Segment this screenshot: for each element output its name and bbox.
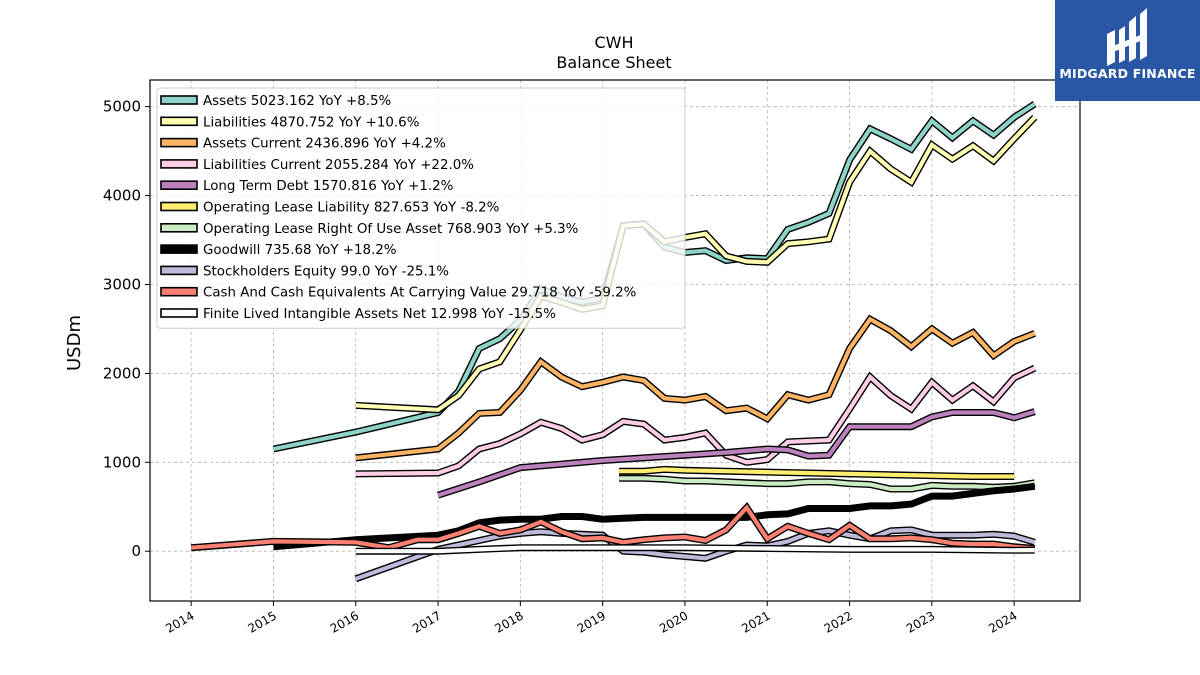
series-line bbox=[190, 501, 1035, 552]
series-line bbox=[273, 482, 1036, 551]
legend-entry: Assets Current 2436.896 YoY +4.2% bbox=[203, 137, 446, 152]
y-tick-label: 4000 bbox=[103, 187, 141, 205]
series-stroke bbox=[619, 467, 1015, 479]
series-stroke bbox=[437, 409, 1036, 498]
chart-title: CWH bbox=[594, 33, 633, 52]
legend-entry: Operating Lease Liability 827.653 YoY -8… bbox=[203, 201, 499, 216]
x-tick-label: 2017 bbox=[410, 608, 443, 635]
series-stroke bbox=[273, 484, 1035, 549]
series-stroke bbox=[273, 102, 1036, 452]
legend-swatch bbox=[160, 244, 198, 254]
logo-mark-icon bbox=[1107, 8, 1147, 66]
legend-swatch bbox=[160, 116, 198, 127]
x-tick-label: 2021 bbox=[739, 608, 772, 635]
legend-entry: Cash And Cash Equivalents At Carrying Va… bbox=[203, 286, 636, 301]
legend-swatch bbox=[160, 286, 198, 297]
y-tick-label: 5000 bbox=[103, 98, 141, 116]
x-tick-label: 2022 bbox=[822, 608, 855, 635]
series-line bbox=[355, 114, 1038, 414]
series-stroke bbox=[619, 476, 1036, 492]
y-axis-label: USDm bbox=[64, 315, 85, 371]
legend-entry: Finite Lived Intangible Assets Net 12.99… bbox=[203, 307, 556, 322]
x-tick-label: 2019 bbox=[575, 608, 608, 635]
x-tick-label: 2023 bbox=[904, 608, 937, 635]
legend-swatch bbox=[160, 180, 198, 190]
legend-swatch bbox=[160, 137, 198, 148]
legend-entry: Liabilities Current 2055.284 YoY +22.0% bbox=[203, 158, 474, 173]
series-stroke bbox=[355, 545, 1035, 554]
legend-box bbox=[156, 87, 686, 329]
x-tick-label: 2020 bbox=[657, 608, 690, 635]
legend-swatch bbox=[160, 265, 198, 276]
series-line bbox=[619, 465, 1015, 480]
series-line bbox=[437, 408, 1036, 499]
x-tick-label: 2016 bbox=[328, 608, 361, 635]
y-tick-label: 0 bbox=[131, 542, 141, 560]
series-stroke bbox=[355, 316, 1036, 460]
y-tick-label: 1000 bbox=[103, 453, 141, 471]
series-line bbox=[355, 544, 1035, 555]
series-lines bbox=[190, 101, 1038, 583]
legend-swatch bbox=[160, 308, 198, 318]
brand-logo: MIDGARD FINANCE bbox=[1055, 0, 1200, 101]
legend-swatch bbox=[160, 201, 198, 212]
legend-entry: Assets 5023.162 YoY +8.5% bbox=[203, 94, 391, 109]
x-tick-label: 2014 bbox=[163, 608, 196, 635]
x-tick-label: 2015 bbox=[245, 608, 278, 635]
chart-subtitle: Balance Sheet bbox=[556, 53, 671, 72]
series-line bbox=[272, 101, 1037, 453]
plot-frame bbox=[149, 79, 1081, 602]
series-stroke bbox=[191, 504, 1035, 551]
legend-entry: Operating Lease Right Of Use Asset 768.9… bbox=[203, 222, 578, 237]
legend-entry: Liabilities 4870.752 YoY +10.6% bbox=[203, 115, 419, 130]
series-stroke bbox=[355, 115, 1037, 412]
series-line bbox=[619, 474, 1036, 493]
legend-entry: Stockholders Equity 99.0 YoY -25.1% bbox=[203, 264, 449, 279]
x-tick-label: 2018 bbox=[492, 608, 525, 635]
y-tick-label: 3000 bbox=[103, 275, 141, 293]
legend: Assets 5023.162 YoY +8.5% Liabilities 487… bbox=[156, 87, 686, 329]
legend-swatch bbox=[160, 223, 198, 233]
legend-entry: Goodwill 735.68 YoY +18.2% bbox=[203, 243, 397, 258]
logo-text: MIDGARD FINANCE bbox=[1059, 66, 1196, 81]
x-tick-label: 2024 bbox=[986, 608, 1019, 635]
series-line bbox=[355, 314, 1036, 462]
legend-entry: Long Term Debt 1570.816 YoY +1.2% bbox=[203, 179, 453, 194]
legend-swatch bbox=[160, 95, 198, 105]
y-tick-label: 2000 bbox=[103, 364, 141, 382]
legend-swatch bbox=[160, 159, 198, 169]
